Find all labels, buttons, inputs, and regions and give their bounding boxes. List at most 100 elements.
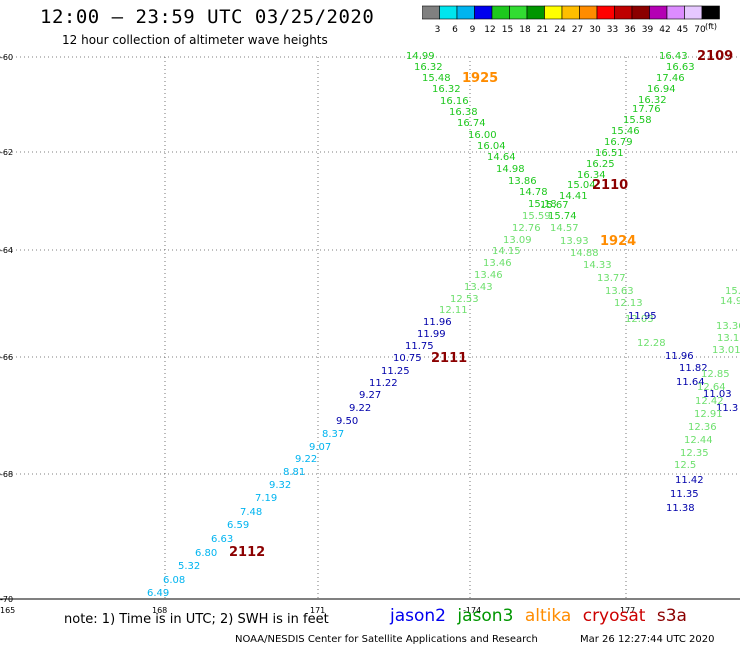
wave-height-label: 12.42 [695, 396, 724, 407]
pass-label: 2112 [229, 545, 265, 560]
pass-label: 2110 [592, 178, 628, 193]
longitude-label: 165 [0, 606, 15, 615]
wave-height-label: 12.64 [697, 382, 726, 393]
wave-height-label: 16.25 [586, 159, 615, 170]
wave-height-label: 15.58 [623, 115, 652, 126]
latitude-label: -66 [0, 353, 13, 362]
wave-height-label: 11.35 [670, 489, 699, 500]
wave-height-label: 8.81 [283, 467, 305, 478]
wave-height-label: 13.43 [464, 282, 493, 293]
wave-height-label: 11.95 [628, 311, 657, 322]
wave-height-label: 11.25 [381, 366, 410, 377]
wave-height-label: 12.13 [614, 298, 643, 309]
wave-height-label: 16.94 [647, 84, 676, 95]
legend-jason3: jason3 [457, 606, 514, 626]
wave-height-label: 16.32 [414, 62, 443, 73]
footer-note: note: 1) Time is in UTC; 2) SWH is in fe… [64, 612, 329, 627]
wave-height-label: 6.80 [195, 548, 217, 559]
wave-height-label: 5.32 [178, 561, 200, 572]
wave-height-label: 16.51 [595, 148, 624, 159]
wave-height-label: 12.03 [625, 314, 654, 325]
wave-height-label: 17.76 [632, 104, 661, 115]
color-scale-tick: 12 [484, 25, 495, 35]
wave-height-label: 8.37 [322, 429, 344, 440]
footer-credit: NOAA/NESDIS Center for Satellite Applica… [235, 634, 538, 645]
wave-height-label: 16.04 [477, 141, 506, 152]
wave-height-label: 9.07 [309, 442, 331, 453]
color-scale-tick: 42 [659, 25, 670, 35]
wave-height-label: 16.00 [468, 130, 497, 141]
wave-height-label: 9.22 [295, 454, 317, 465]
wave-height-label: 11.75 [405, 341, 434, 352]
wave-height-label: 15.18 [528, 199, 557, 210]
color-scale-tick: 9 [470, 25, 476, 35]
legend-cryosat: cryosat [582, 606, 646, 626]
wave-height-label: 12.91 [694, 409, 723, 420]
wave-height-label: 6.49 [147, 588, 169, 599]
wave-height-label: 14.9 [720, 296, 740, 307]
map-title: 12:00 – 23:59 UTC 03/25/2020 [40, 6, 375, 28]
wave-height-label: 16.74 [457, 118, 486, 129]
wave-height-label: 14.64 [487, 152, 516, 163]
wave-height-label: 9.27 [359, 390, 381, 401]
wave-height-label: 12.53 [450, 294, 479, 305]
wave-height-label: 11.96 [423, 317, 452, 328]
wave-height-label: 12.76 [512, 223, 541, 234]
latitude-label: -68 [0, 470, 13, 479]
color-scale-tick: 24 [554, 25, 566, 35]
color-scale-tick: 70 [694, 25, 706, 35]
color-scale-tick: 45 [677, 25, 688, 35]
wave-height-label: 13.36 [716, 321, 740, 332]
wave-height-label: 13.13 [717, 333, 740, 344]
color-scale-tick: 18 [519, 25, 531, 35]
wave-height-label: 9.50 [336, 416, 358, 427]
wave-height-label: 12.11 [439, 305, 468, 316]
wave-height-label: 14.15 [492, 246, 521, 257]
color-scale-tick: 3 [435, 25, 441, 35]
wave-height-label: 16.79 [604, 137, 633, 148]
latitude-label: -64 [0, 246, 13, 255]
wave-height-label: 17.46 [656, 73, 685, 84]
color-scale-tick: 27 [572, 25, 583, 35]
legend-altika: altika [524, 606, 572, 626]
wave-height-label: 13.63 [605, 286, 634, 297]
color-scale-unit: (ft) [705, 22, 718, 31]
color-scale-swatch [701, 5, 720, 20]
wave-height-label: 15.48 [422, 73, 451, 84]
color-scale-bar: 3 6 9 12 15 18 21 24 27 30 33 36 39 42 45 70 [422, 5, 720, 35]
color-scale-tick: 21 [537, 25, 548, 35]
wave-height-label: 11.22 [369, 378, 398, 389]
wave-height-label: 15.74 [548, 211, 577, 222]
wave-height-label: 12.35 [680, 448, 709, 459]
latitude-label: -70 [0, 595, 13, 604]
pass-label: 2111 [431, 351, 467, 366]
wave-height-label: 14.98 [496, 164, 525, 175]
wave-height-label: 15.67 [540, 200, 569, 211]
wave-height-label: 16.63 [666, 62, 695, 73]
wave-height-label: 6.63 [211, 534, 233, 545]
longitude-label: 168 [152, 606, 167, 615]
color-scale-tick: 39 [642, 25, 654, 35]
color-scale-tick: 15 [502, 25, 513, 35]
wave-height-label: 13.09 [503, 235, 532, 246]
wave-height-label: 13.86 [508, 176, 537, 187]
color-scale-tick: 33 [607, 25, 618, 35]
wave-height-label: 15.04 [567, 180, 596, 191]
footer-timestamp: Mar 26 12:27:44 UTC 2020 [580, 634, 715, 645]
wave-height-label: 6.59 [227, 520, 249, 531]
wave-height-label: 16.38 [449, 107, 478, 118]
wave-height-label: 12.28 [637, 338, 666, 349]
pass-label: 1924 [600, 234, 636, 249]
latitude-label: -62 [0, 148, 13, 157]
wave-height-label: 16.16 [440, 96, 469, 107]
wave-height-label: 12.36 [688, 422, 717, 433]
wave-height-label: 15. [725, 286, 740, 297]
legend-jason2: jason2 [390, 606, 446, 626]
wave-height-label: 9.32 [269, 480, 291, 491]
wave-height-label: 11.64 [676, 377, 705, 388]
wave-height-label: 11.96 [665, 351, 694, 362]
pass-label: 1925 [462, 71, 498, 86]
longitude-label: -174 [463, 606, 481, 615]
legend-s3a: s3a [656, 606, 687, 626]
